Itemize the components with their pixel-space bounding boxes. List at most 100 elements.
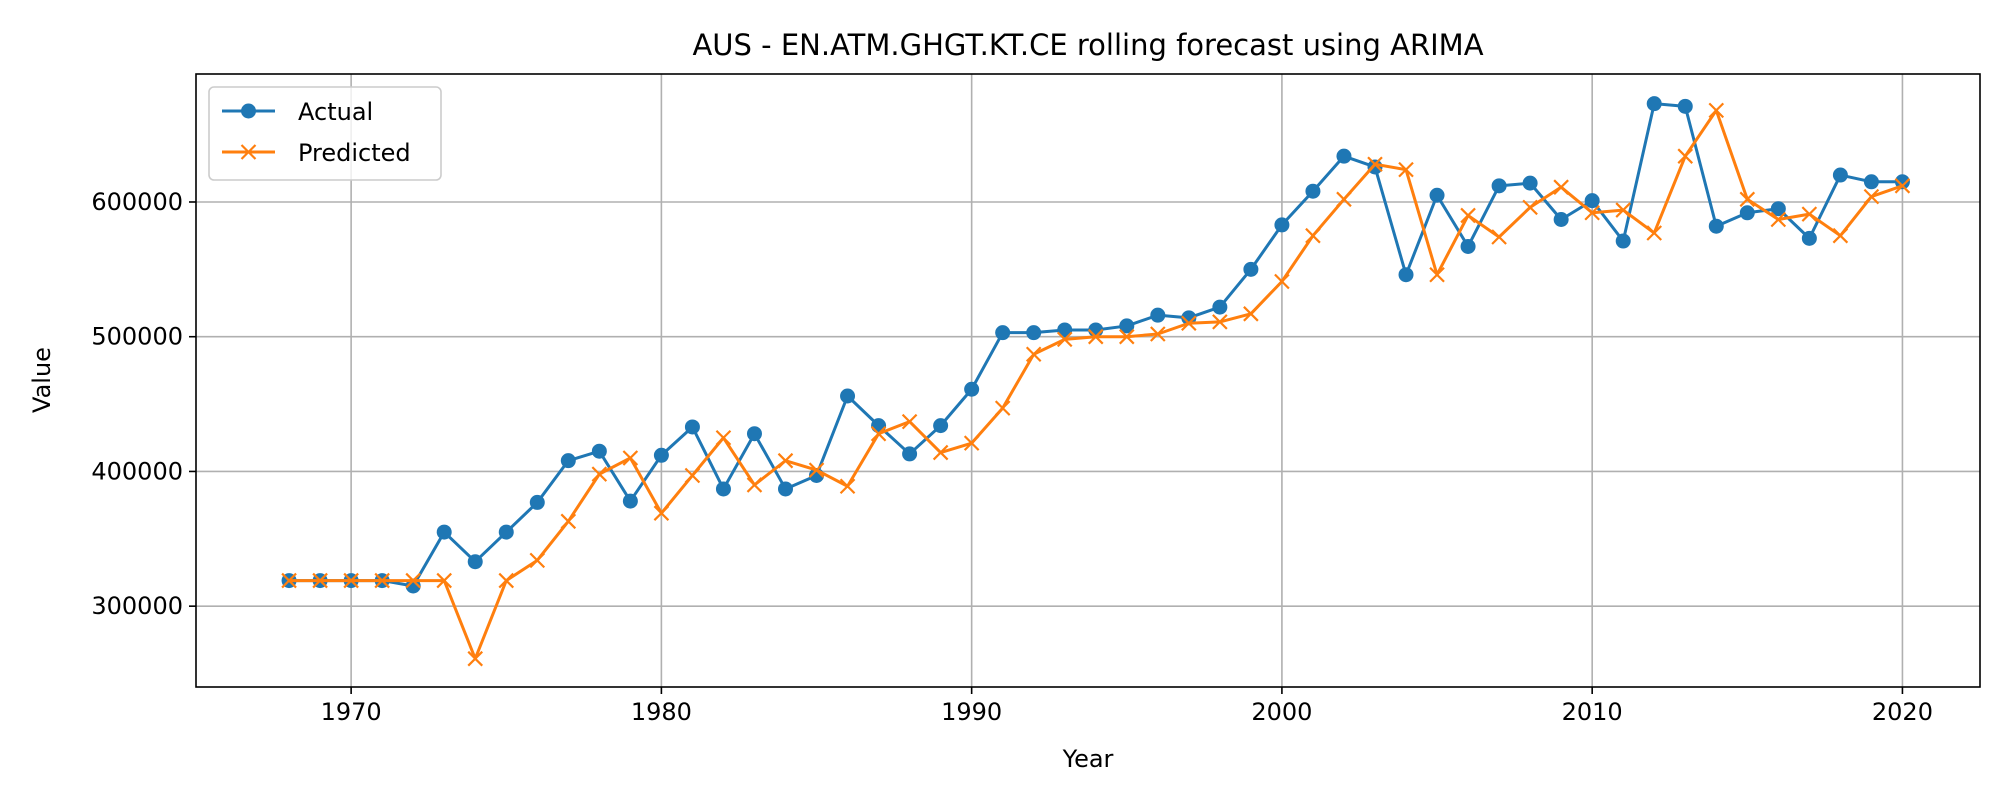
data-point-predicted	[1677, 148, 1694, 164]
x-tick-label: 2020	[1872, 698, 1933, 726]
data-point-actual	[777, 481, 793, 497]
data-point-predicted	[1460, 207, 1476, 224]
legend-marker-actual	[241, 103, 256, 119]
data-point-predicted	[1801, 206, 1818, 222]
data-point-predicted	[436, 572, 452, 589]
data-point-actual	[436, 524, 452, 540]
data-point-predicted	[1553, 179, 1569, 195]
y-tick-label: 600000	[91, 188, 183, 216]
data-point-actual	[1677, 98, 1693, 114]
data-point-predicted	[1646, 225, 1663, 241]
data-point-predicted	[839, 478, 856, 495]
data-point-actual	[1212, 299, 1228, 315]
data-point-predicted	[1056, 331, 1073, 348]
data-point-predicted	[1274, 273, 1290, 290]
x-tick-label: 1980	[631, 698, 692, 726]
data-point-actual	[1460, 238, 1476, 254]
data-point-predicted	[1398, 161, 1414, 178]
data-point-predicted	[1770, 211, 1787, 228]
data-point-predicted	[1305, 227, 1321, 244]
data-point-actual	[1398, 267, 1414, 283]
data-point-predicted	[467, 650, 484, 667]
data-point-actual	[1615, 233, 1631, 249]
data-point-actual	[1584, 193, 1600, 209]
data-point-actual	[1491, 178, 1507, 194]
data-point-actual	[684, 419, 700, 435]
data-point-actual	[498, 524, 514, 540]
axis-ticks: 1970 1980 1990 2000 2010 2020 300000 400000 5000…	[91, 188, 1933, 726]
data-point-actual	[560, 453, 576, 469]
data-point-predicted	[963, 435, 980, 451]
data-point-predicted	[1491, 229, 1507, 245]
data-point-predicted	[1522, 199, 1538, 216]
data-point-predicted	[405, 572, 421, 589]
data-point-predicted	[1584, 204, 1600, 221]
data-point-actual	[1553, 212, 1569, 228]
data-point-predicted	[746, 477, 763, 493]
data-point-predicted	[1243, 306, 1259, 322]
y-axis-label: Value	[28, 347, 56, 413]
data-point-predicted	[1367, 156, 1383, 173]
x-tick-label: 1970	[321, 698, 382, 726]
data-point-predicted	[994, 400, 1011, 416]
data-point-actual	[746, 426, 762, 442]
data-point-predicted	[808, 462, 825, 478]
data-point-predicted	[1429, 266, 1445, 283]
data-point-predicted	[653, 505, 670, 521]
data-point-actual	[933, 418, 949, 434]
data-point-predicted	[1150, 326, 1166, 342]
data-point-predicted	[684, 467, 701, 484]
data-point-actual	[1429, 187, 1445, 203]
data-point-actual	[715, 481, 731, 497]
data-point-actual	[622, 493, 638, 509]
series-predicted	[281, 102, 1911, 667]
y-tick-label: 300000	[91, 592, 183, 620]
y-tick-label: 500000	[91, 323, 183, 351]
data-point-actual	[1336, 148, 1352, 164]
data-point-actual	[1026, 325, 1042, 341]
data-point-actual	[1770, 201, 1786, 217]
data-point-actual	[1150, 307, 1166, 323]
data-point-actual	[1305, 183, 1321, 199]
data-point-actual	[1274, 217, 1290, 233]
legend-label-actual: Actual	[298, 98, 373, 126]
data-point-actual	[405, 578, 421, 594]
data-point-predicted	[1832, 227, 1849, 244]
data-point-predicted	[1212, 314, 1228, 330]
data-point-predicted	[1025, 346, 1042, 363]
data-point-predicted	[312, 572, 328, 589]
series-actual	[281, 96, 1910, 594]
x-tick-label: 2010	[1562, 698, 1623, 726]
data-point-predicted	[1615, 202, 1631, 218]
y-tick-label: 400000	[91, 457, 183, 485]
data-point-predicted	[932, 444, 949, 461]
data-point-actual	[1801, 230, 1817, 246]
data-point-predicted	[870, 425, 887, 442]
x-tick-label: 1990	[941, 698, 1002, 726]
data-series	[281, 96, 1911, 667]
data-point-actual	[1863, 174, 1879, 190]
data-point-predicted	[343, 572, 359, 589]
data-point-predicted	[622, 450, 639, 466]
data-point-predicted	[1119, 328, 1135, 345]
data-point-predicted	[1894, 178, 1911, 194]
legend-label-predicted: Predicted	[298, 139, 411, 167]
data-point-actual	[1119, 318, 1135, 334]
data-point-predicted	[560, 513, 577, 530]
data-point-predicted	[529, 552, 546, 569]
data-point-actual	[1057, 322, 1073, 338]
data-point-predicted	[1181, 315, 1197, 332]
data-point-actual	[1832, 167, 1848, 183]
x-axis-label: Year	[1062, 745, 1114, 773]
data-point-actual	[1894, 174, 1910, 190]
data-point-predicted	[901, 413, 918, 430]
data-point-actual	[529, 494, 545, 510]
data-point-actual	[1739, 205, 1755, 221]
data-point-actual	[995, 325, 1011, 341]
data-point-predicted	[1863, 188, 1880, 205]
data-point-predicted	[777, 452, 794, 469]
grid-lines	[196, 74, 1980, 687]
data-point-predicted	[374, 572, 390, 589]
